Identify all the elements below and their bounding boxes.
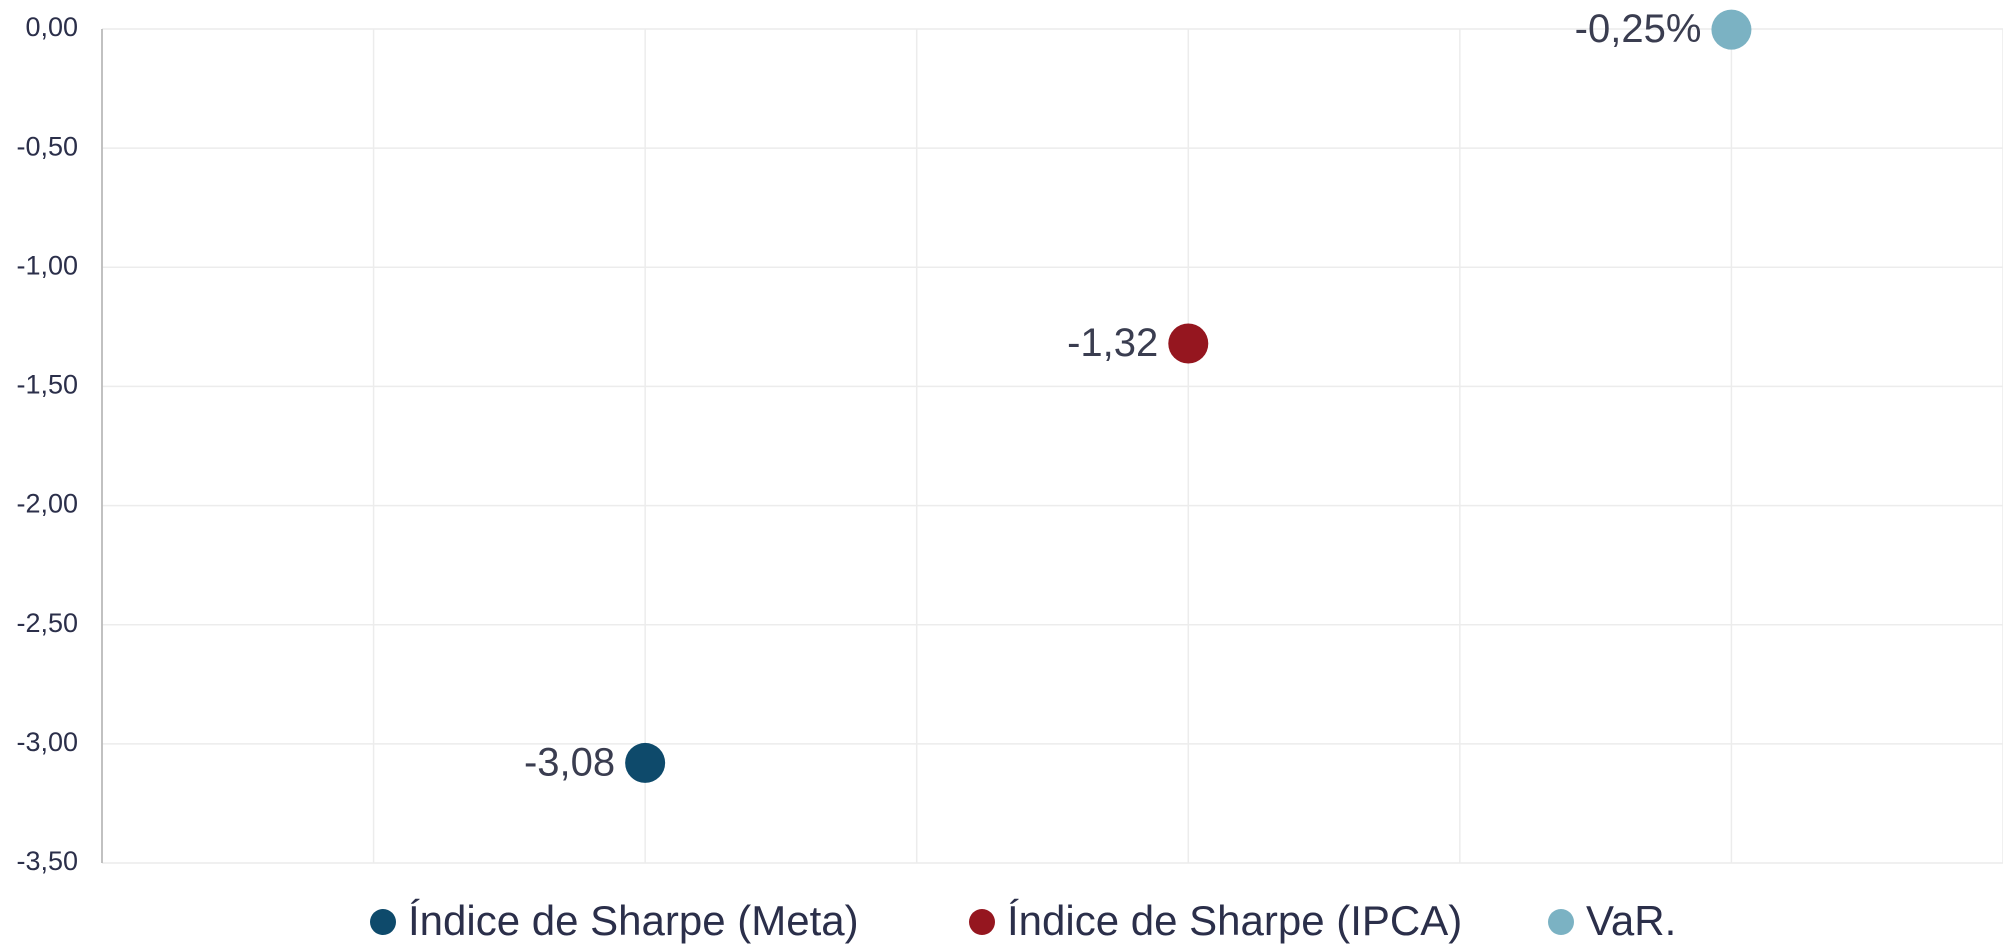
y-tick-label: -2,00 — [16, 489, 78, 519]
data-label: -1,32 — [1067, 321, 1158, 365]
point — [1168, 323, 1209, 364]
y-tick-label: 0,00 — [25, 12, 78, 42]
point — [1711, 9, 1752, 50]
legend-marker — [370, 909, 396, 935]
y-tick-label: -1,50 — [16, 370, 78, 400]
data-label: -3,08 — [524, 740, 615, 784]
y-tick-label: -1,00 — [16, 250, 78, 280]
y-tick-label: -3,50 — [16, 846, 78, 876]
y-tick-label: -2,50 — [16, 608, 78, 638]
legend-label: Índice de Sharpe (IPCA) — [1007, 897, 1462, 944]
legend-marker — [969, 909, 995, 935]
data-label: -0,25% — [1575, 7, 1702, 51]
legend-marker — [1548, 909, 1574, 935]
point — [625, 742, 666, 783]
legend-label: Índice de Sharpe (Meta) — [408, 897, 859, 944]
legend-label: VaR. — [1586, 897, 1676, 944]
y-tick-label: -3,00 — [16, 727, 78, 757]
y-tick-label: -0,50 — [16, 131, 78, 161]
